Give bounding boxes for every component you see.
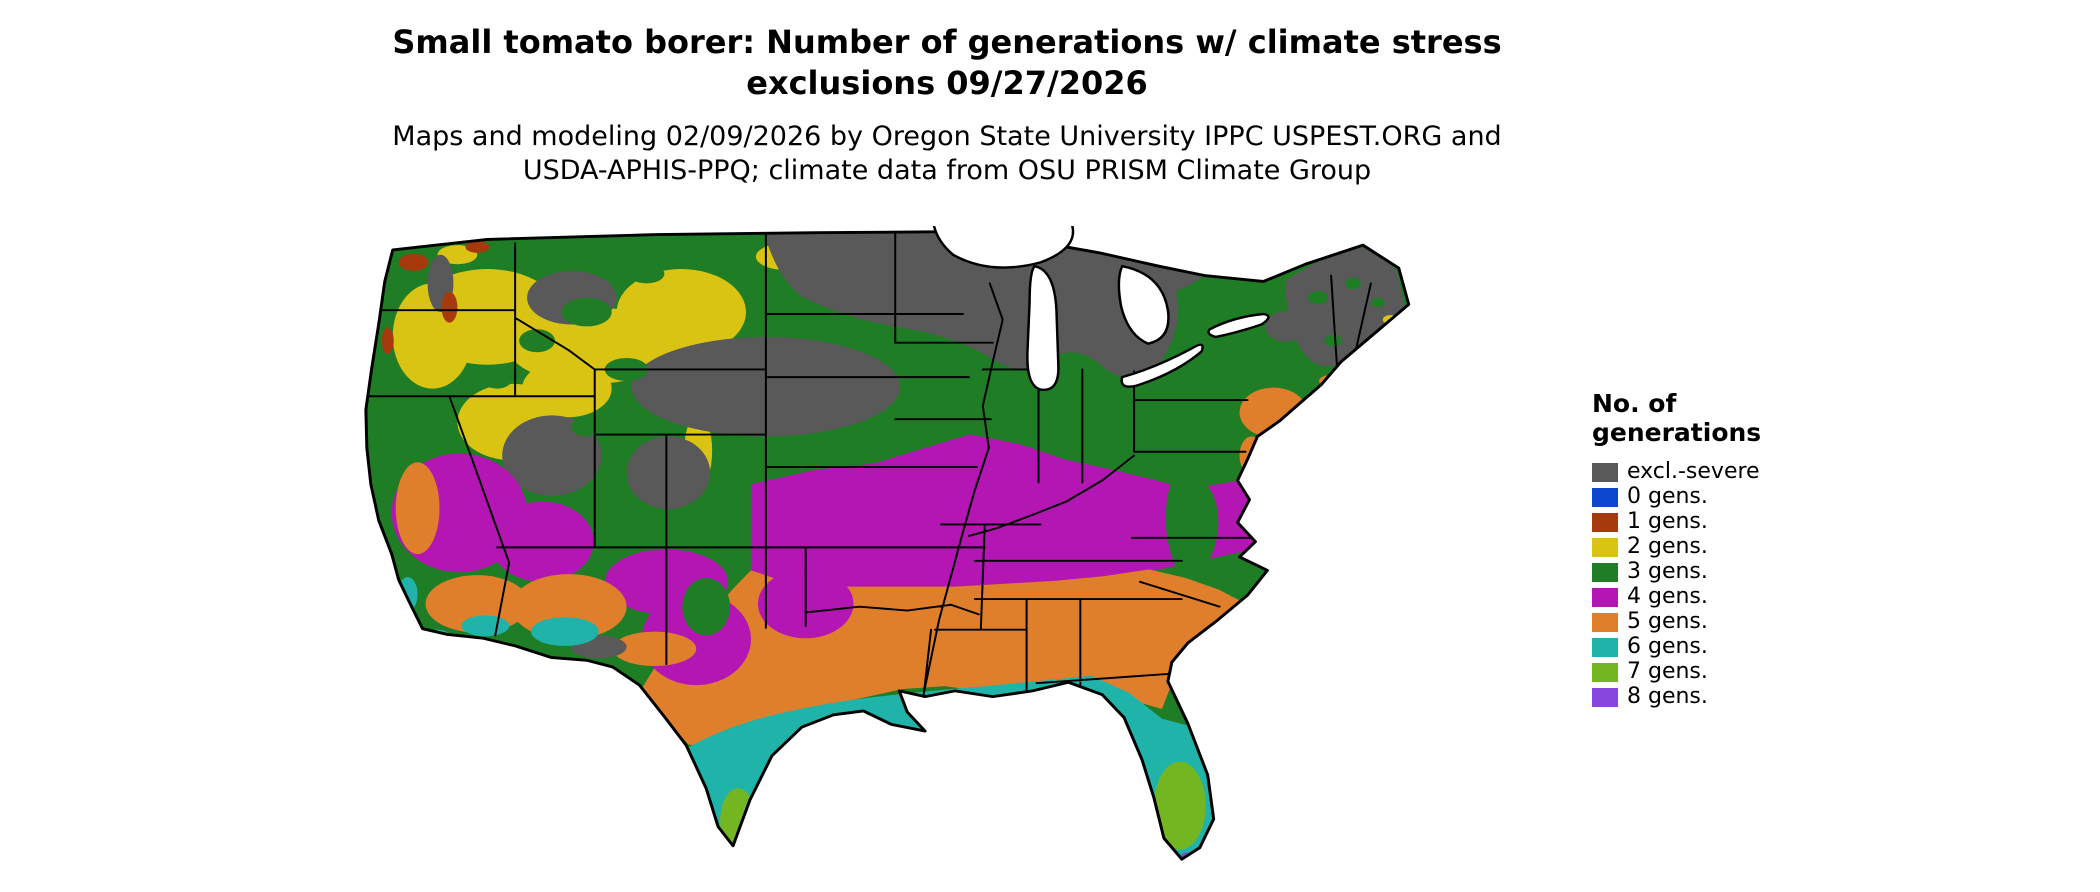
legend-item-label: excl.-severe — [1627, 459, 1760, 484]
map-region-7gens-group — [720, 761, 1206, 854]
map-title-line2: exclusions 09/27/2026 — [746, 63, 1148, 102]
map-region-8gens-group — [730, 848, 1191, 860]
lake-ontario — [1207, 312, 1270, 339]
legend-item: 4 gens. — [1592, 585, 1832, 610]
map-subtitle-line2: USDA-APHIS-PPQ; climate data from OSU PR… — [522, 154, 1372, 186]
legend-item: 5 gens. — [1592, 610, 1832, 635]
title-block: Small tomato borer: Number of generation… — [0, 22, 1894, 187]
legend-swatch — [1592, 487, 1618, 507]
legend-swatch — [1592, 512, 1618, 532]
legend-item: 7 gens. — [1592, 660, 1832, 685]
legend-item-label: 8 gens. — [1627, 684, 1708, 709]
legend-swatch — [1592, 462, 1618, 482]
legend-item-label: 3 gens. — [1627, 559, 1708, 584]
legend-item: 2 gens. — [1592, 535, 1832, 560]
map-region-4gens-band — [750, 434, 1292, 588]
map-subtitle-line1: Maps and modeling 02/09/2026 by Oregon S… — [392, 120, 1502, 152]
subtitle-block: Maps and modeling 02/09/2026 by Oregon S… — [0, 120, 1894, 188]
legend-swatch — [1592, 587, 1618, 607]
legend-item: excl.-severe — [1592, 460, 1832, 485]
legend-swatch — [1592, 637, 1618, 657]
map-region-3gens-mountain-group — [682, 467, 1219, 636]
legend-item: 3 gens. — [1592, 560, 1832, 585]
legend: No. of generations excl.-severe 0 gens. 1 … — [1592, 389, 1832, 710]
us-generations-map — [338, 219, 1552, 886]
legend-item-label: 0 gens. — [1627, 484, 1708, 509]
legend-item-label: 6 gens. — [1627, 634, 1708, 659]
map-region-4gens-west-group — [391, 453, 854, 686]
legend-item: 0 gens. — [1592, 485, 1832, 510]
legend-item-label: 5 gens. — [1627, 609, 1708, 634]
legend-item: 8 gens. — [1592, 685, 1832, 710]
legend-item-label: 4 gens. — [1627, 584, 1708, 609]
legend-swatch — [1592, 537, 1618, 557]
state-borders — [365, 232, 1372, 702]
map-region-exclusion-group — [427, 231, 1405, 559]
lake-superior — [931, 219, 1075, 269]
legend-item-label: 7 gens. — [1627, 659, 1708, 684]
legend-title-line2: generations — [1592, 417, 1762, 447]
lake-michigan — [1026, 264, 1060, 392]
legend-swatch — [1592, 662, 1618, 682]
great-lakes — [931, 219, 1270, 392]
us-map-svg — [364, 219, 1411, 861]
legend-title-line1: No. of — [1592, 389, 1677, 418]
legend-item-label: 2 gens. — [1627, 534, 1708, 559]
legend-item: 6 gens. — [1592, 635, 1832, 660]
lake-huron — [1117, 264, 1170, 345]
legend-swatch — [1592, 562, 1618, 582]
legend-swatch — [1592, 687, 1618, 707]
legend-item: 1 gens. — [1592, 510, 1832, 535]
legend-swatch — [1592, 612, 1618, 632]
map-title-line1: Small tomato borer: Number of generation… — [392, 23, 1502, 61]
lake-erie — [1120, 343, 1204, 388]
legend-items: excl.-severe 0 gens. 1 gens. 2 gens. 3 gens.… — [1592, 460, 1832, 710]
legend-item-label: 1 gens. — [1627, 509, 1708, 534]
map-region-1gen-group — [381, 241, 490, 355]
